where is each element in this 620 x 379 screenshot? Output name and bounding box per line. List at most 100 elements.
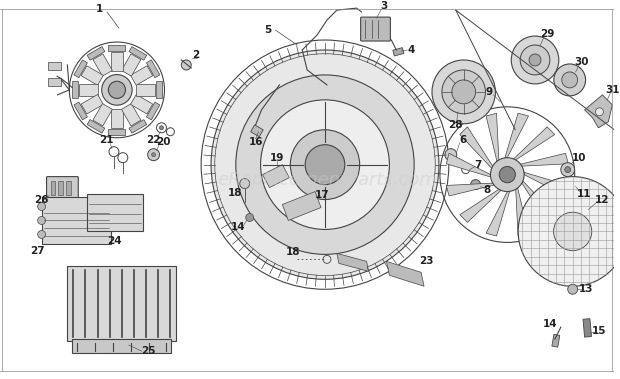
Bar — [87, 194, 143, 232]
Circle shape — [159, 126, 164, 130]
Polygon shape — [131, 66, 153, 85]
Circle shape — [236, 75, 414, 254]
Text: 17: 17 — [315, 190, 329, 200]
Polygon shape — [122, 54, 141, 76]
Circle shape — [518, 177, 620, 286]
Circle shape — [442, 70, 485, 114]
Text: 4: 4 — [407, 45, 415, 55]
Text: 24: 24 — [108, 236, 122, 246]
Polygon shape — [93, 54, 112, 76]
Text: 21: 21 — [99, 135, 113, 145]
Bar — [552, 334, 560, 347]
Circle shape — [240, 179, 250, 189]
Polygon shape — [282, 191, 321, 221]
Polygon shape — [522, 181, 555, 222]
Circle shape — [490, 158, 524, 191]
Circle shape — [561, 163, 575, 177]
Text: 5: 5 — [264, 25, 271, 35]
Polygon shape — [337, 254, 368, 271]
Polygon shape — [81, 94, 104, 114]
Bar — [66, 181, 71, 194]
Circle shape — [562, 72, 578, 88]
Text: 29: 29 — [540, 29, 554, 39]
Text: 25: 25 — [141, 346, 156, 356]
Text: 14: 14 — [542, 319, 557, 329]
Polygon shape — [513, 127, 555, 160]
Circle shape — [471, 180, 480, 190]
Circle shape — [520, 45, 550, 75]
Circle shape — [499, 166, 515, 183]
Polygon shape — [108, 129, 125, 135]
Text: 12: 12 — [595, 194, 609, 205]
Polygon shape — [129, 119, 147, 133]
Circle shape — [570, 183, 574, 186]
Text: 27: 27 — [30, 246, 45, 256]
Text: 11: 11 — [577, 189, 591, 199]
Polygon shape — [585, 95, 613, 128]
Polygon shape — [386, 262, 424, 286]
Bar — [73, 339, 171, 353]
Polygon shape — [136, 84, 155, 96]
Text: 19: 19 — [270, 153, 285, 163]
Polygon shape — [87, 119, 105, 133]
Text: 2: 2 — [193, 50, 200, 60]
Circle shape — [305, 145, 345, 185]
FancyBboxPatch shape — [361, 17, 391, 41]
Polygon shape — [460, 189, 501, 222]
Circle shape — [152, 153, 156, 157]
Circle shape — [512, 36, 559, 84]
Bar — [48, 78, 61, 86]
Text: 31: 31 — [605, 85, 619, 95]
Polygon shape — [131, 94, 153, 114]
Polygon shape — [81, 66, 104, 85]
Polygon shape — [486, 191, 510, 236]
Text: 22: 22 — [146, 135, 161, 145]
Circle shape — [290, 130, 360, 200]
Polygon shape — [486, 113, 499, 161]
Bar — [42, 197, 111, 244]
Polygon shape — [87, 47, 105, 60]
Bar — [48, 62, 61, 70]
Polygon shape — [446, 153, 490, 177]
Polygon shape — [156, 81, 162, 99]
Bar — [250, 125, 264, 137]
Text: 3: 3 — [381, 1, 388, 11]
Polygon shape — [74, 102, 87, 120]
Polygon shape — [72, 81, 78, 99]
Text: 18: 18 — [286, 247, 301, 257]
Bar — [58, 181, 63, 194]
Text: 20: 20 — [156, 137, 171, 147]
Polygon shape — [111, 109, 123, 128]
Circle shape — [246, 213, 254, 221]
Circle shape — [211, 50, 439, 279]
Text: 6: 6 — [459, 135, 466, 145]
Bar — [393, 48, 404, 56]
Polygon shape — [505, 113, 528, 158]
Text: 10: 10 — [572, 153, 586, 163]
Circle shape — [38, 230, 46, 238]
Bar — [583, 319, 591, 337]
Text: 7: 7 — [474, 160, 481, 170]
Polygon shape — [93, 103, 112, 126]
Circle shape — [452, 80, 476, 104]
Circle shape — [38, 216, 46, 224]
Text: 18: 18 — [228, 188, 242, 197]
Circle shape — [529, 54, 541, 66]
Text: 14: 14 — [231, 222, 245, 232]
FancyBboxPatch shape — [46, 177, 78, 199]
Circle shape — [102, 75, 132, 105]
Polygon shape — [521, 153, 569, 166]
Polygon shape — [446, 183, 494, 196]
Text: 8: 8 — [484, 185, 491, 194]
Text: 30: 30 — [574, 57, 589, 67]
Polygon shape — [108, 45, 125, 51]
Text: eReplacementParts.com: eReplacementParts.com — [217, 171, 437, 189]
Polygon shape — [129, 47, 147, 60]
Polygon shape — [146, 60, 160, 78]
Text: 26: 26 — [34, 194, 49, 205]
Polygon shape — [79, 84, 98, 96]
Text: 23: 23 — [418, 256, 433, 266]
Polygon shape — [516, 188, 528, 236]
Polygon shape — [262, 164, 290, 188]
Circle shape — [148, 149, 159, 161]
